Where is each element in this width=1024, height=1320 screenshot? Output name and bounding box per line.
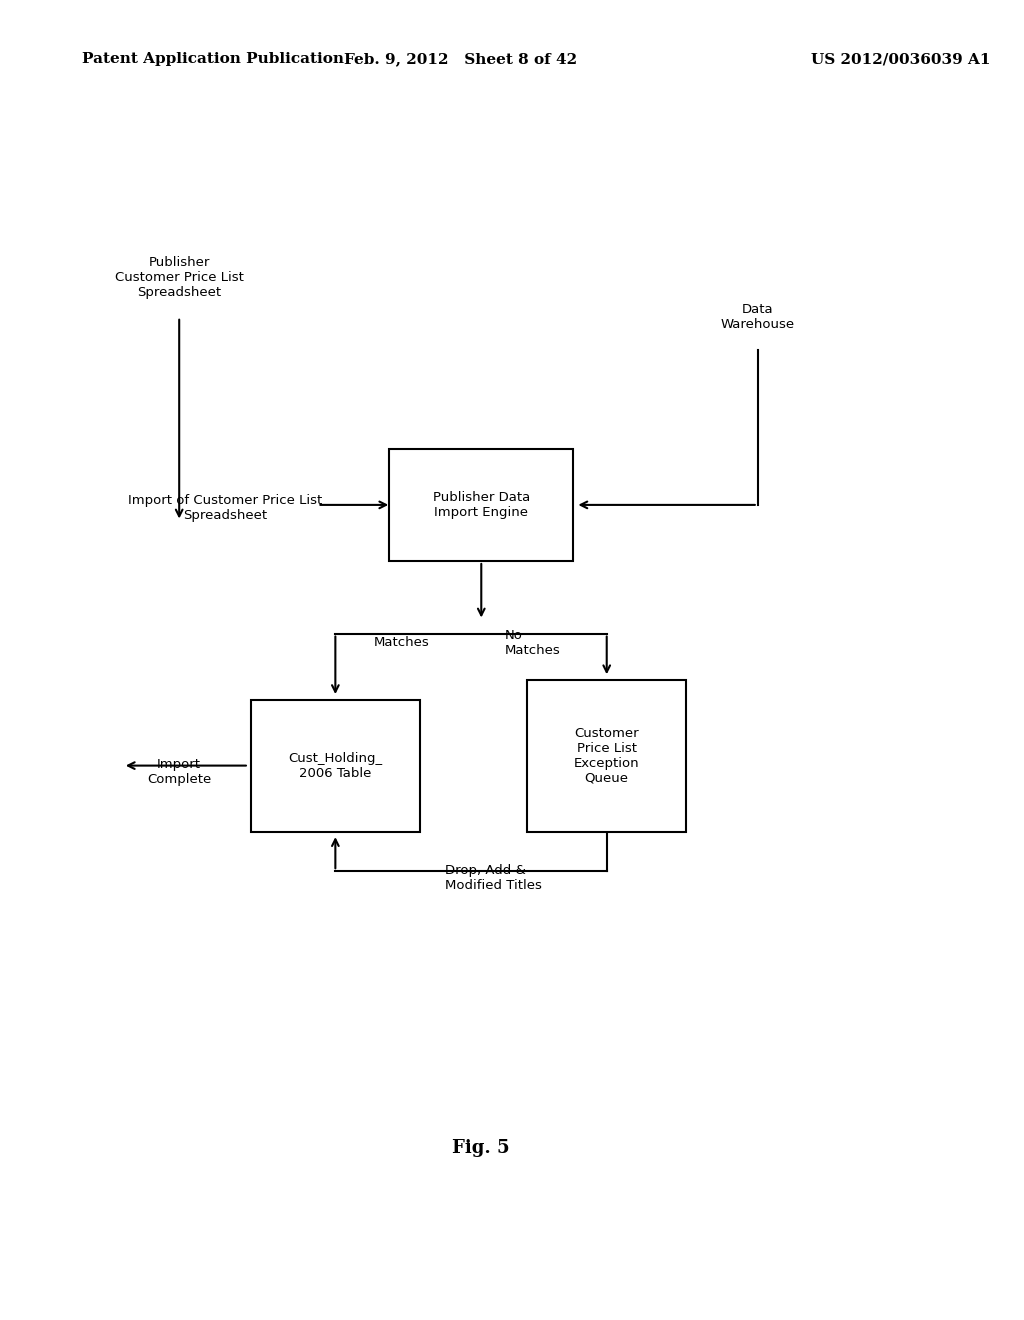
Text: Matches: Matches (374, 636, 429, 649)
Text: Import
Complete: Import Complete (147, 758, 211, 787)
Text: Customer
Price List
Exception
Queue: Customer Price List Exception Queue (573, 727, 640, 784)
Text: Data
Warehouse: Data Warehouse (721, 302, 795, 331)
Text: Import of Customer Price List
Spreadsheet: Import of Customer Price List Spreadshee… (128, 494, 323, 523)
Text: Publisher Data
Import Engine: Publisher Data Import Engine (433, 491, 529, 519)
Text: Cust_Holding_
2006 Table: Cust_Holding_ 2006 Table (289, 751, 382, 780)
FancyBboxPatch shape (527, 680, 686, 832)
Text: Drop, Add &
Modified Titles: Drop, Add & Modified Titles (445, 863, 543, 892)
Text: Fig. 5: Fig. 5 (453, 1139, 510, 1158)
Text: No
Matches: No Matches (505, 628, 560, 657)
FancyBboxPatch shape (251, 700, 420, 832)
Text: US 2012/0036039 A1: US 2012/0036039 A1 (811, 53, 991, 66)
Text: Feb. 9, 2012   Sheet 8 of 42: Feb. 9, 2012 Sheet 8 of 42 (344, 53, 578, 66)
FancyBboxPatch shape (389, 449, 573, 561)
Text: Patent Application Publication: Patent Application Publication (82, 53, 344, 66)
Text: Publisher
Customer Price List
Spreadsheet: Publisher Customer Price List Spreadshee… (115, 256, 244, 298)
